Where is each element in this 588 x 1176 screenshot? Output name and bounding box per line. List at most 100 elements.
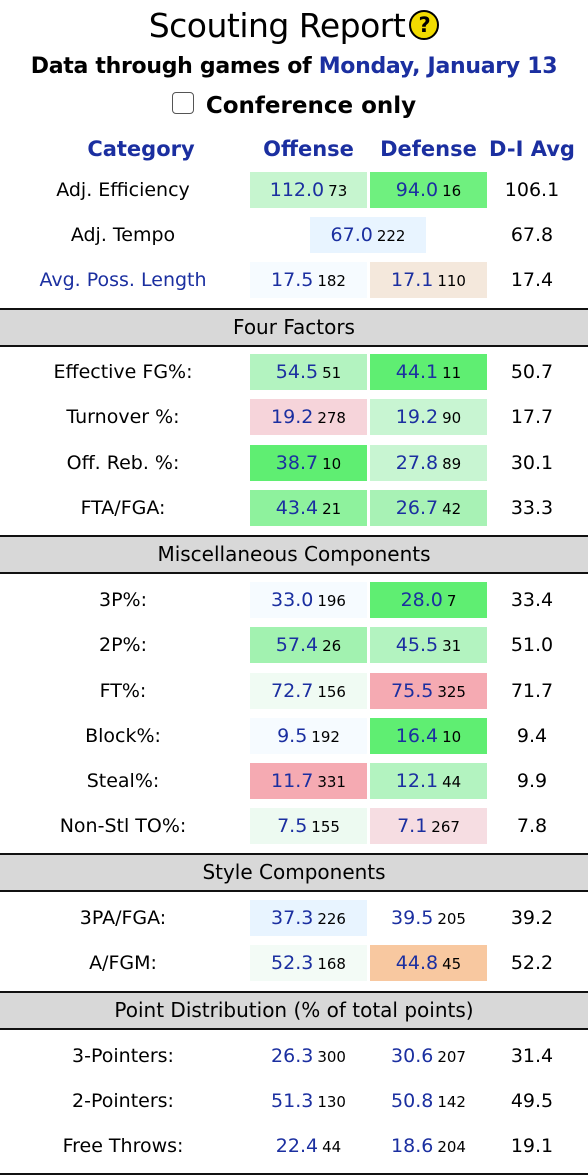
header-category[interactable]: Category <box>87 137 195 161</box>
d1-avg-cell: 30.1 <box>510 452 554 474</box>
offense-cell: 43.4 21 <box>250 490 367 526</box>
defense-cell: 16.4 10 <box>370 718 487 754</box>
offense-cell: 38.7 10 <box>250 445 367 481</box>
defense-cell-value: 30.6 <box>391 1045 434 1067</box>
defense-cell-value: 44.1 <box>395 361 439 383</box>
offense-cell-value: 37.3 <box>271 907 314 929</box>
defense-cell-value: 7.1 <box>397 815 428 837</box>
table-bottom-rule <box>0 1173 588 1175</box>
defense-cell-rank: 90 <box>442 409 462 427</box>
table-row: Free Throws: 22.4 44 18.6 204 19.1 <box>0 1128 588 1164</box>
offense-cell: 17.5 182 <box>250 262 367 298</box>
header-avg[interactable]: D-I Avg <box>489 137 575 161</box>
defense-cell-value: 26.7 <box>395 497 439 519</box>
defense-cell: 44.1 11 <box>370 354 487 390</box>
offense-cell: 37.3 226 <box>250 900 367 936</box>
defense-cell-rank: 267 <box>431 818 460 836</box>
defense-cell-rank: 7 <box>446 592 457 610</box>
table-row: Avg. Poss. Length 17.5 182 17.1 110 17.4 <box>0 262 588 298</box>
section-header: Four Factors <box>0 308 588 347</box>
conference-only-label: Conference only <box>205 93 417 119</box>
defense-cell-rank: 11 <box>442 364 462 382</box>
table-row: Adj. Tempo 67.0 222 67.8 <box>0 217 588 253</box>
d1-avg-cell: 9.9 <box>516 770 548 792</box>
defense-cell-value: 12.1 <box>395 770 439 792</box>
conference-only-checkbox[interactable] <box>171 91 194 114</box>
table-row: Off. Reb. %: 38.7 10 27.8 89 30.1 <box>0 445 588 481</box>
page-title-text: Scouting Report <box>148 6 406 45</box>
d1-avg-cell: 19.1 <box>510 1135 554 1157</box>
row-label: 2P%: <box>98 634 147 656</box>
d1-avg-cell: 50.7 <box>510 361 554 383</box>
defense-cell: 18.6 204 <box>370 1128 487 1164</box>
offense-cell: 57.4 26 <box>250 627 367 663</box>
table-row: FTA/FGA: 43.4 21 26.7 42 33.3 <box>0 490 588 526</box>
conference-only-toggle[interactable]: Conference only <box>0 88 588 124</box>
defense-cell: 44.8 45 <box>370 945 487 981</box>
d1-avg-cell: 33.4 <box>510 589 554 611</box>
defense-cell-rank: 89 <box>442 455 462 473</box>
tempo-cell-rank: 222 <box>376 227 406 245</box>
help-icon[interactable]: ? <box>409 9 440 40</box>
defense-cell-value: 18.6 <box>391 1135 434 1157</box>
table-row: 2-Pointers: 51.3 130 50.8 142 49.5 <box>0 1083 588 1119</box>
offense-cell-rank: 168 <box>317 955 346 973</box>
header-offense[interactable]: Offense <box>263 137 354 161</box>
table-row: Block%: 9.5 192 16.4 10 9.4 <box>0 718 588 754</box>
row-label: FT%: <box>99 680 147 702</box>
data-through-line: Data through games of Monday, January 13 <box>0 50 588 84</box>
offense-cell: 112.0 73 <box>250 172 367 208</box>
section-header: Style Components <box>0 853 588 892</box>
row-label: 3-Pointers: <box>72 1045 174 1067</box>
offense-cell-rank: 156 <box>317 683 346 701</box>
defense-cell: 75.5 325 <box>370 673 487 709</box>
offense-cell-rank: 73 <box>328 182 348 200</box>
offense-cell: 51.3 130 <box>250 1083 367 1119</box>
offense-cell-value: 22.4 <box>275 1135 319 1157</box>
offense-cell-value: 54.5 <box>275 361 319 383</box>
offense-cell-value: 52.3 <box>271 952 314 974</box>
defense-cell: 27.8 89 <box>370 445 487 481</box>
table-row: Turnover %: 19.2 278 19.2 90 17.7 <box>0 399 588 435</box>
defense-cell-value: 50.8 <box>391 1090 434 1112</box>
defense-cell-value: 16.4 <box>395 725 439 747</box>
d1-avg-cell: 31.4 <box>510 1045 554 1067</box>
offense-cell-value: 17.5 <box>271 269 314 291</box>
defense-cell: 45.5 31 <box>370 627 487 663</box>
row-label[interactable]: Avg. Poss. Length <box>39 269 207 291</box>
offense-cell-value: 7.5 <box>277 815 308 837</box>
table-row: 3P%: 33.0 196 28.0 7 33.4 <box>0 582 588 618</box>
d1-avg-cell: 33.3 <box>510 497 554 519</box>
defense-cell: 50.8 142 <box>370 1083 487 1119</box>
tempo-cell: 67.0 222 <box>310 217 426 253</box>
offense-cell: 54.5 51 <box>250 354 367 390</box>
header-defense[interactable]: Defense <box>380 137 477 161</box>
defense-cell-rank: 205 <box>437 910 466 928</box>
row-label: Block%: <box>85 725 161 747</box>
defense-cell-rank: 142 <box>437 1093 466 1111</box>
defense-cell-value: 27.8 <box>395 452 439 474</box>
offense-cell-rank: 26 <box>322 637 342 655</box>
defense-cell: 30.6 207 <box>370 1038 487 1074</box>
d1-avg-cell: 106.1 <box>504 179 560 201</box>
row-label: Free Throws: <box>62 1135 184 1157</box>
table-row: Effective FG%: 54.5 51 44.1 11 50.7 <box>0 354 588 390</box>
offense-cell: 26.3 300 <box>250 1038 367 1074</box>
offense-cell: 11.7 331 <box>250 763 367 799</box>
defense-cell-value: 94.0 <box>395 179 439 201</box>
offense-cell-rank: 44 <box>322 1138 342 1156</box>
table-row: 3-Pointers: 26.3 300 30.6 207 31.4 <box>0 1038 588 1074</box>
offense-cell-value: 43.4 <box>275 497 319 519</box>
offense-cell-rank: 130 <box>317 1093 346 1111</box>
table-row: 3PA/FGA: 37.3 226 39.5 205 39.2 <box>0 900 588 936</box>
offense-cell-rank: 182 <box>317 272 346 290</box>
d1-avg-cell: 71.7 <box>510 680 554 702</box>
defense-cell-rank: 31 <box>442 637 462 655</box>
d1-avg-cell: 49.5 <box>510 1090 554 1112</box>
offense-cell-rank: 21 <box>322 500 342 518</box>
row-label: A/FGM: <box>89 952 157 974</box>
offense-cell: 9.5 192 <box>250 718 367 754</box>
defense-cell: 17.1 110 <box>370 262 487 298</box>
d1-avg-cell: 7.8 <box>516 815 548 837</box>
